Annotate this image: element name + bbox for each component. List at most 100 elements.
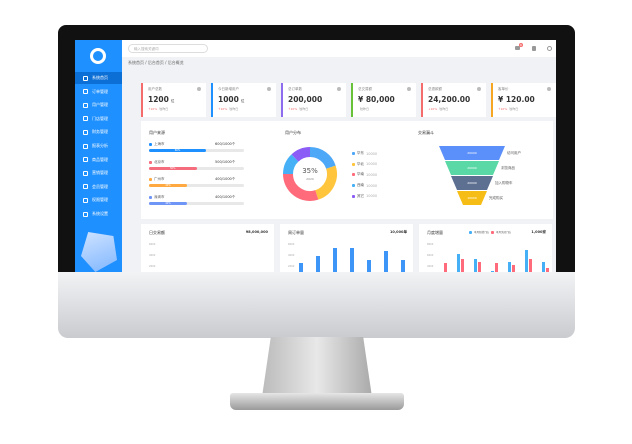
bar xyxy=(333,248,337,272)
sidebar-item[interactable]: 权限管理 xyxy=(75,194,122,206)
info-icon[interactable] xyxy=(477,87,481,91)
stat-value: 200,000 xyxy=(288,95,323,104)
gear-icon[interactable] xyxy=(547,46,552,51)
source-label: 深圳市 xyxy=(149,195,165,200)
stat-card: 总订单数 200,000 ↑10% 较昨日 xyxy=(281,83,346,117)
bar xyxy=(478,261,481,272)
menu-icon xyxy=(83,102,88,108)
y-tick: 4000 xyxy=(288,254,295,257)
monitor-base xyxy=(230,393,404,410)
sidebar-item[interactable]: 营销管理 xyxy=(75,167,122,179)
bar xyxy=(299,263,303,272)
bar xyxy=(316,255,320,272)
bar xyxy=(461,258,464,272)
funnel-level: 10000 xyxy=(457,191,487,205)
donut-center-value: 35% xyxy=(302,167,318,175)
notification-icon[interactable] xyxy=(515,46,520,50)
monitor-stand xyxy=(262,337,372,397)
panel-total: ¥8,000,000 xyxy=(245,230,268,234)
sidebar-item[interactable]: 财务管理 xyxy=(75,126,122,138)
distribution-legend-item: 华东 10000 xyxy=(352,151,377,156)
sidebar-item-label: 用户管理 xyxy=(92,102,108,108)
menu-icon xyxy=(83,197,88,203)
source-label: 广州市 xyxy=(149,177,165,182)
sidebar-item[interactable]: 系统首页 xyxy=(75,72,122,84)
menu-icon xyxy=(83,89,88,95)
y-tick: 2000 xyxy=(149,265,156,268)
panel-title: 日交易额 xyxy=(149,230,165,235)
source-progress: 40% xyxy=(149,184,244,187)
bar xyxy=(508,261,511,272)
sidebar-item[interactable]: 报表分析 xyxy=(75,140,122,152)
sidebar-item-label: 商品管理 xyxy=(92,156,108,162)
sidebar-item[interactable]: 用户管理 xyxy=(75,99,122,111)
stat-title: 总订单数 xyxy=(288,87,302,91)
info-icon[interactable] xyxy=(407,87,411,91)
source-progress: 50% xyxy=(149,166,244,170)
bar xyxy=(546,267,549,272)
logo-icon xyxy=(90,48,106,64)
panel-total: 1,000家 xyxy=(531,230,546,234)
dashboard-screen: 系统首页订单管理用户管理门店管理财务管理报表分析商品管理营销管理会员管理权限管理… xyxy=(75,40,556,272)
source-progress: 60% xyxy=(149,149,244,152)
menu-icon xyxy=(83,184,88,190)
menu-icon xyxy=(83,211,88,217)
bar xyxy=(367,260,371,272)
bar xyxy=(457,254,460,272)
stat-title: 总退款额 xyxy=(428,87,442,91)
sidebar-item-label: 权限管理 xyxy=(92,197,108,203)
bar xyxy=(529,258,532,272)
distribution-legend-item: 华南 10000 xyxy=(352,172,377,177)
info-icon[interactable] xyxy=(267,87,271,91)
panel-title: 月度增量 xyxy=(427,230,443,235)
sidebar-item[interactable]: 订单管理 xyxy=(75,86,122,98)
bar xyxy=(495,263,498,272)
stat-value: 24,200.00 xyxy=(428,95,471,104)
distribution-legend-item: 其它 10000 xyxy=(352,194,377,199)
source-count: 500/1000个 xyxy=(215,159,236,164)
sidebar-item-label: 营销管理 xyxy=(92,170,108,176)
stat-change: ↑10% 较昨日 xyxy=(218,107,239,111)
source-count: 400/1000个 xyxy=(215,177,236,181)
bar xyxy=(512,264,515,272)
source-label: 上海市 xyxy=(149,142,165,147)
breadcrumb: 系统首页 / 后台首页 / 后台概览 xyxy=(128,60,184,65)
info-icon[interactable] xyxy=(547,87,551,91)
funnel-label: 完成购买 xyxy=(489,196,503,200)
notification-badge: 6 xyxy=(519,43,523,47)
sidebar-item-label: 系统首页 xyxy=(92,75,108,80)
stat-change: ↑10% 较昨日 xyxy=(498,107,519,111)
sidebar: 系统首页订单管理用户管理门店管理财务管理报表分析商品管理营销管理会员管理权限管理… xyxy=(75,40,122,272)
stat-change: ↓10% 较昨日 xyxy=(428,107,449,111)
legend-item: 本月关闭门店 xyxy=(491,230,511,234)
bar xyxy=(350,248,354,272)
source-count: 600/1000个 xyxy=(215,142,236,146)
sidebar-item-label: 系统设置 xyxy=(92,211,108,216)
sidebar-item[interactable]: 系统设置 xyxy=(75,208,122,220)
sidebar-item[interactable]: 商品管理 xyxy=(75,154,122,166)
bar xyxy=(384,251,388,272)
distribution-title: 用户分布 xyxy=(285,130,301,135)
stat-card: 总退款额 24,200.00 ↓10% 较昨日 xyxy=(421,83,486,117)
stat-value: 1200 位 xyxy=(148,95,175,104)
stat-title: 总交易额 xyxy=(358,87,372,91)
sidebar-item-label: 财务管理 xyxy=(92,129,108,135)
sidebar-item-label: 订单管理 xyxy=(92,88,108,94)
menu-icon xyxy=(83,170,88,176)
header: 输入搜索关键词 6 xyxy=(122,40,556,57)
info-icon[interactable] xyxy=(337,87,341,91)
lock-icon[interactable] xyxy=(532,46,536,51)
search-input[interactable]: 输入搜索关键词 xyxy=(128,44,208,53)
stat-title: 今日新增用户 xyxy=(218,87,239,91)
sidebar-item[interactable]: 门店管理 xyxy=(75,113,122,125)
sidebar-item[interactable]: 会员管理 xyxy=(75,181,122,193)
info-icon[interactable] xyxy=(197,87,201,91)
stat-card: 客单价 ¥ 120.00 ↑10% 较昨日 xyxy=(491,83,556,117)
y-tick: 6000 xyxy=(427,254,434,257)
stat-card: 用户总数 1200 位 ↑10% 较昨日 xyxy=(141,83,206,117)
bar xyxy=(491,270,494,272)
distribution-legend-item: 华北 10000 xyxy=(352,162,377,167)
stat-card: 总交易额 ¥ 80,000 较昨日 xyxy=(351,83,416,117)
funnel-level: 20000 xyxy=(451,176,493,190)
panel-title: 周订单量 xyxy=(288,230,304,235)
